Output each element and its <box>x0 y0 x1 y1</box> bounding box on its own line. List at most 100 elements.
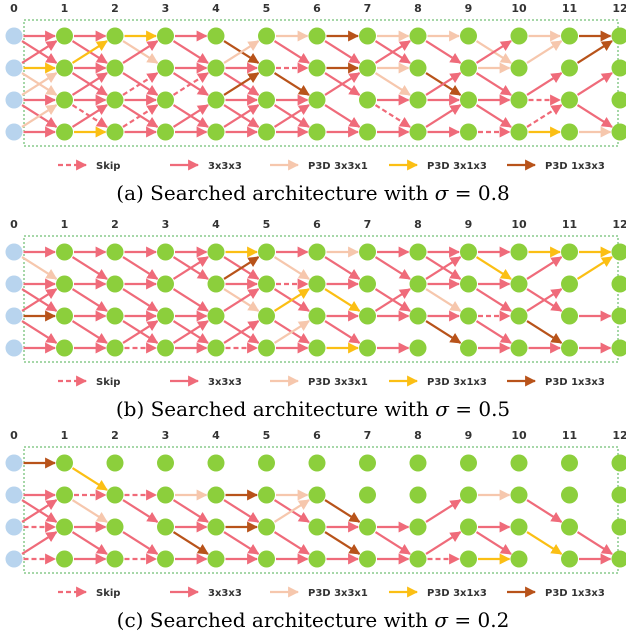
column-number: 11 <box>562 2 577 15</box>
cell-node <box>409 339 427 357</box>
edge-skip <box>172 72 209 96</box>
legend-label: Skip <box>96 161 120 172</box>
cell-node <box>510 59 528 77</box>
nodes <box>5 243 626 357</box>
cell-node <box>359 59 376 77</box>
cell-node <box>409 27 427 45</box>
cell-node <box>510 486 528 504</box>
edge-c333 <box>122 288 159 312</box>
cell-node <box>359 27 376 45</box>
edge-p313 <box>576 256 613 280</box>
cell-node <box>56 59 73 77</box>
edge-skip <box>526 104 563 128</box>
edge-c333 <box>273 40 310 64</box>
cell-node <box>510 275 528 293</box>
column-number: 0 <box>10 218 18 231</box>
cell-node <box>207 27 225 45</box>
cell-node <box>56 454 73 472</box>
edge-skip <box>122 72 159 96</box>
edge-c333 <box>71 72 108 96</box>
edge-c333 <box>172 40 209 64</box>
cell-node <box>510 550 528 568</box>
cell-node <box>106 123 124 141</box>
edge-c333 <box>21 288 58 312</box>
cell-node <box>106 27 124 45</box>
edge-p331 <box>273 499 310 523</box>
column-number: 3 <box>162 2 170 15</box>
cell-node <box>258 123 275 141</box>
edge-c333 <box>71 256 108 280</box>
edge-c333 <box>122 320 159 344</box>
cell-node <box>258 486 275 504</box>
edge-p133 <box>576 40 613 64</box>
cell-node <box>157 59 174 77</box>
cell-node <box>258 550 275 568</box>
edge-p313 <box>475 256 512 280</box>
cell-node <box>258 27 275 45</box>
cell-node <box>460 486 477 504</box>
cell-node <box>460 123 477 141</box>
cell-node <box>56 123 73 141</box>
cell-node <box>409 59 427 77</box>
cell-node <box>207 91 225 109</box>
cell-node <box>460 59 477 77</box>
nodes <box>5 27 626 141</box>
cell-node <box>106 339 124 357</box>
edge-p313 <box>324 288 361 312</box>
column-number: 12 <box>612 429 626 442</box>
edge-c333 <box>425 256 462 280</box>
cell-node <box>308 59 326 77</box>
cell-node <box>207 550 225 568</box>
edge-c333 <box>71 531 108 555</box>
cell-node <box>308 307 326 325</box>
legend-label: P3D 3x3x1 <box>308 377 368 388</box>
column-number: 1 <box>61 429 69 442</box>
cell-node <box>359 123 376 141</box>
cell-node <box>157 275 174 293</box>
cell-node <box>157 454 174 472</box>
cell-node <box>106 275 124 293</box>
cell-node <box>510 27 528 45</box>
cell-node <box>359 550 376 568</box>
edge-p331 <box>374 72 411 96</box>
edge-p313 <box>71 467 108 491</box>
cell-node <box>106 59 124 77</box>
cell-node <box>460 243 477 261</box>
input-node <box>5 339 23 357</box>
search-space-frame <box>23 19 619 147</box>
legend-label: P3D 1x3x3 <box>545 161 605 172</box>
cell-node <box>207 339 225 357</box>
legend-label: 3x3x3 <box>208 588 242 599</box>
column-number: 9 <box>465 429 473 442</box>
cell-node <box>561 243 578 261</box>
column-number: 6 <box>313 218 321 231</box>
cell-node <box>56 307 73 325</box>
legend-label: P3D 3x3x1 <box>308 161 368 172</box>
edge-c333 <box>576 104 613 128</box>
cell-node <box>308 339 326 357</box>
input-node <box>5 123 23 141</box>
cell-node <box>207 307 225 325</box>
cell-node <box>308 91 326 109</box>
legend: Skip 3x3x3 P3D 3x3x1 P3D 3x1x3 P3D 1x3x3 <box>58 159 605 172</box>
cell-node <box>258 243 275 261</box>
legend-label: P3D 1x3x3 <box>545 377 605 388</box>
legend: Skip 3x3x3 P3D 3x3x1 P3D 3x1x3 P3D 1x3x3 <box>58 375 605 388</box>
cell-node <box>157 91 174 109</box>
edge-c333 <box>324 320 361 344</box>
cell-node <box>207 59 225 77</box>
column-number: 2 <box>111 2 119 15</box>
column-number: 0 <box>10 2 18 15</box>
input-node <box>5 486 23 504</box>
edge-c333 <box>324 72 361 96</box>
edge-skip <box>122 104 159 128</box>
legend-label: P3D 3x1x3 <box>427 377 487 388</box>
edge-c333 <box>374 531 411 555</box>
edge-c333 <box>223 531 260 555</box>
edge-c333 <box>172 288 209 312</box>
legend-label: Skip <box>96 588 120 599</box>
cell-node <box>510 123 528 141</box>
edge-c333 <box>475 104 512 128</box>
column-number: 9 <box>465 2 473 15</box>
